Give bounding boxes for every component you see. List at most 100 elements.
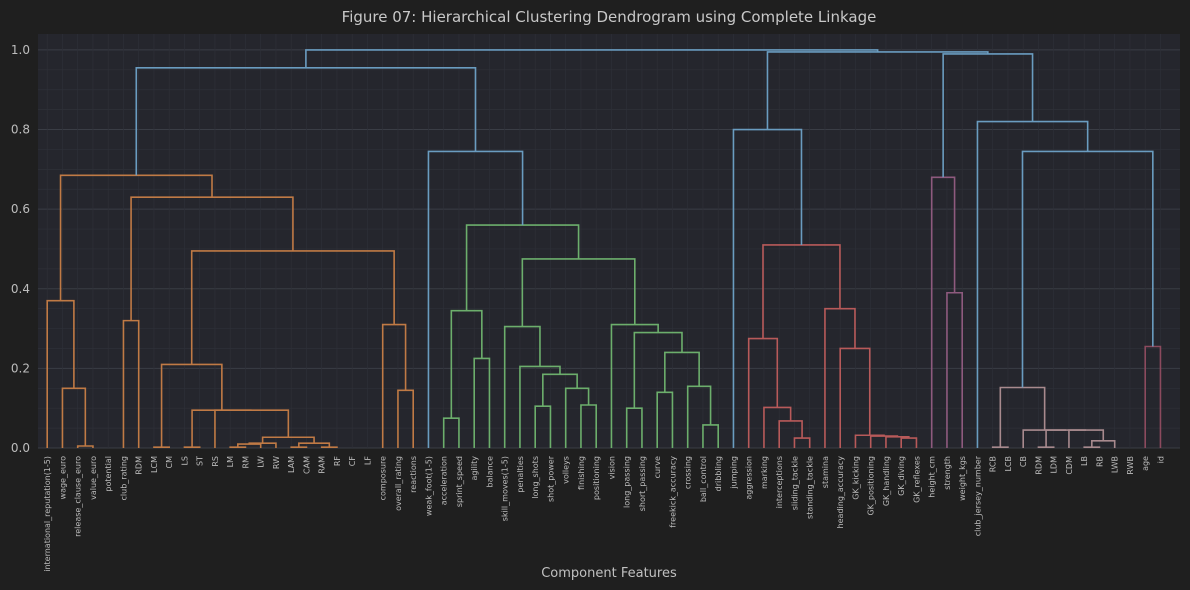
dendrogram-link: [664, 351, 700, 393]
x-tick-label: positioning: [592, 456, 601, 500]
dendrogram-link: [869, 435, 899, 448]
x-tick-label: LDM: [1050, 456, 1059, 474]
x-tick-label: acceleration: [440, 456, 449, 505]
y-tick-label: 0.8: [11, 123, 30, 137]
dendrogram-links: [46, 49, 1162, 449]
x-tick-label: jumping: [729, 456, 738, 490]
x-tick-label: penalties: [516, 456, 525, 493]
dendrogram-link: [854, 434, 885, 448]
x-tick-label: GK_kicking: [851, 456, 860, 500]
dendrogram-link: [503, 325, 541, 448]
x-tick-label: sprint_speed: [455, 456, 464, 507]
dendrogram-link: [153, 446, 170, 449]
dendrogram-link: [397, 389, 414, 448]
x-tick-label: club_rating: [119, 456, 128, 500]
y-tick-label: 0.6: [11, 202, 30, 216]
chart-title: Figure 07: Hierarchical Clustering Dendr…: [342, 8, 877, 26]
y-tick-label: 0.4: [11, 282, 30, 296]
x-tick-label: stamina: [821, 456, 830, 488]
x-tick-label: RW: [272, 456, 281, 469]
x-tick-label: id: [1156, 456, 1165, 463]
x-tick-label: LS: [180, 456, 189, 466]
x-tick-label: heading_accuracy: [836, 456, 845, 529]
x-tick-label: crossing: [684, 456, 693, 489]
dendrogram-link: [762, 244, 841, 339]
x-tick-label: LM: [226, 456, 235, 467]
x-tick-label: RAM: [318, 456, 327, 474]
dendrogram-link: [290, 446, 308, 449]
dendrogram-link: [183, 446, 201, 449]
x-axis-label: Component Features: [541, 566, 677, 581]
x-tick-label: interceptions: [775, 456, 784, 508]
dendrogram-link: [991, 446, 1009, 449]
dendrogram-link: [1037, 446, 1055, 449]
dendrogram-link: [190, 250, 395, 365]
dendrogram-link: [1022, 429, 1067, 448]
dendrogram-link: [46, 299, 75, 448]
plot-area: [38, 34, 1180, 448]
dendrogram-link: [427, 150, 524, 448]
dendrogram-link: [747, 337, 779, 448]
x-tick-label: height_cm: [928, 456, 937, 498]
x-tick-label: release_clause_euro: [74, 456, 83, 537]
x-tick-label: RS: [211, 456, 220, 467]
x-tick-label: freekick_accuracy: [668, 456, 677, 528]
x-tick-label: shot_power: [546, 455, 555, 502]
dendrogram-link: [465, 224, 580, 311]
dendrogram-link: [930, 176, 956, 448]
x-tick-label: value_euro: [89, 456, 98, 500]
dendrogram-link: [542, 373, 578, 407]
x-tick-label: RDM: [1034, 456, 1043, 475]
x-tick-label: CF: [348, 456, 357, 467]
x-tick-label: composure: [379, 456, 388, 500]
x-tick-label: aggression: [745, 456, 754, 500]
x-tick-label: LCM: [150, 456, 159, 473]
dendrogram-link: [778, 420, 803, 448]
dendrogram-link: [633, 331, 683, 409]
dendrogram-link: [534, 405, 552, 448]
dendrogram-link: [976, 120, 1089, 448]
x-tick-label: LF: [363, 456, 372, 465]
x-tick-label: RWB: [1126, 456, 1135, 475]
dendrogram-link: [160, 363, 223, 448]
x-tick-label: finishing: [577, 456, 586, 490]
x-tick-label: curve: [653, 456, 662, 478]
dendrogram-link: [305, 49, 879, 68]
x-tick-label: marking: [760, 456, 769, 489]
x-axis-ticks: international_reputation(1-5) wage_euro re…: [43, 455, 1165, 571]
x-tick-label: long_shots: [531, 456, 540, 499]
dendrogram-link: [702, 424, 719, 448]
x-tick-label: weight_kgs: [958, 456, 967, 501]
dendrogram-link: [130, 196, 294, 321]
x-tick-label: sliding_tackle: [790, 456, 799, 510]
x-tick-label: short_passing: [638, 456, 647, 511]
x-tick-label: skill_moves(1-5): [501, 456, 510, 521]
dendrogram-link: [1021, 150, 1154, 388]
x-tick-label: CB: [1019, 456, 1028, 467]
x-tick-label: LW: [257, 456, 266, 468]
x-tick-label: vision: [607, 456, 616, 479]
x-tick-label: club_jersey_number: [973, 455, 982, 536]
x-tick-label: GK_positioning: [867, 456, 876, 516]
y-tick-label: 1.0: [11, 43, 30, 57]
dendrogram-link: [473, 357, 491, 448]
x-tick-label: dribbling: [714, 456, 723, 491]
x-tick-label: LCB: [1004, 456, 1013, 472]
x-tick-label: volleys: [562, 456, 571, 484]
x-tick-label: LAM: [287, 456, 296, 473]
dendrogram-link: [76, 445, 94, 448]
x-tick-label: long_passing: [623, 456, 632, 508]
x-tick-label: CAM: [302, 456, 311, 474]
x-tick-label: agility: [470, 456, 479, 481]
dendrogram-link: [1091, 440, 1116, 448]
y-tick-label: 0.2: [11, 361, 30, 375]
dendrogram-link: [261, 436, 315, 444]
y-tick-label: 0.0: [11, 441, 30, 455]
x-tick-label: GK_diving: [897, 456, 906, 496]
x-tick-label: CDM: [1065, 456, 1074, 475]
x-tick-label: strength: [943, 456, 952, 490]
x-tick-label: RF: [333, 456, 342, 467]
x-tick-label: age: [1141, 456, 1150, 471]
x-tick-label: wage_euro: [58, 456, 67, 500]
x-tick-label: standing_tackle: [806, 456, 815, 519]
